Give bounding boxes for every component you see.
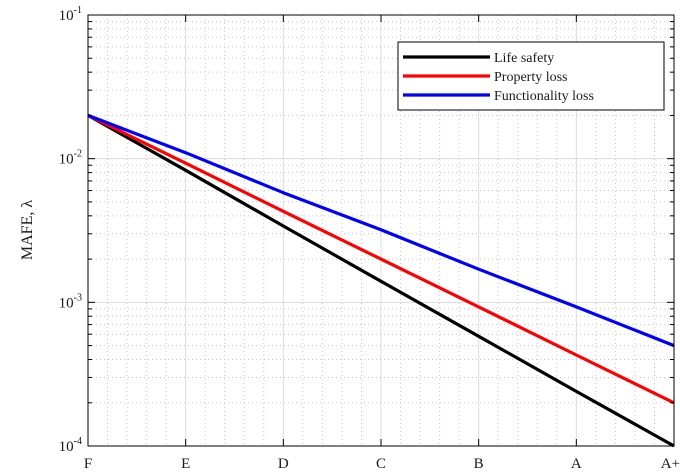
x-tick-labels: F E D C B A A+	[84, 456, 680, 472]
legend: Life safety Property loss Functionality lo…	[397, 41, 665, 111]
x-tick-label: A+	[661, 456, 680, 472]
y-tick-label: 10-4	[59, 436, 82, 455]
x-tick-label: E	[181, 456, 190, 472]
ticks	[87, 14, 675, 447]
series-line-property-loss	[87, 113, 675, 405]
y-axis-label: MAFE, λ	[19, 200, 36, 260]
x-tick-label: A	[571, 456, 582, 472]
y-tick-label: 10-1	[59, 5, 82, 24]
x-tick-label: D	[278, 456, 289, 472]
series-line-functionality-loss	[87, 113, 675, 348]
y-tick-labels: 10-4 10-3 10-2 10-1	[59, 5, 82, 455]
x-tick-label: F	[84, 456, 92, 472]
legend-items: Life safety Property loss Functionality lo…	[403, 51, 594, 104]
y-tick-label: 10-2	[59, 149, 82, 168]
legend-label-life-safety: Life safety	[494, 51, 554, 66]
legend-label-functionality-loss: Functionality loss	[494, 89, 594, 104]
series-line-life-safety	[87, 114, 675, 448]
legend-label-property-loss: Property loss	[494, 70, 568, 85]
series-lines	[87, 113, 675, 448]
x-tick-label: B	[474, 456, 484, 472]
x-tick-label: C	[376, 456, 386, 472]
y-tick-label: 10-3	[59, 292, 82, 311]
